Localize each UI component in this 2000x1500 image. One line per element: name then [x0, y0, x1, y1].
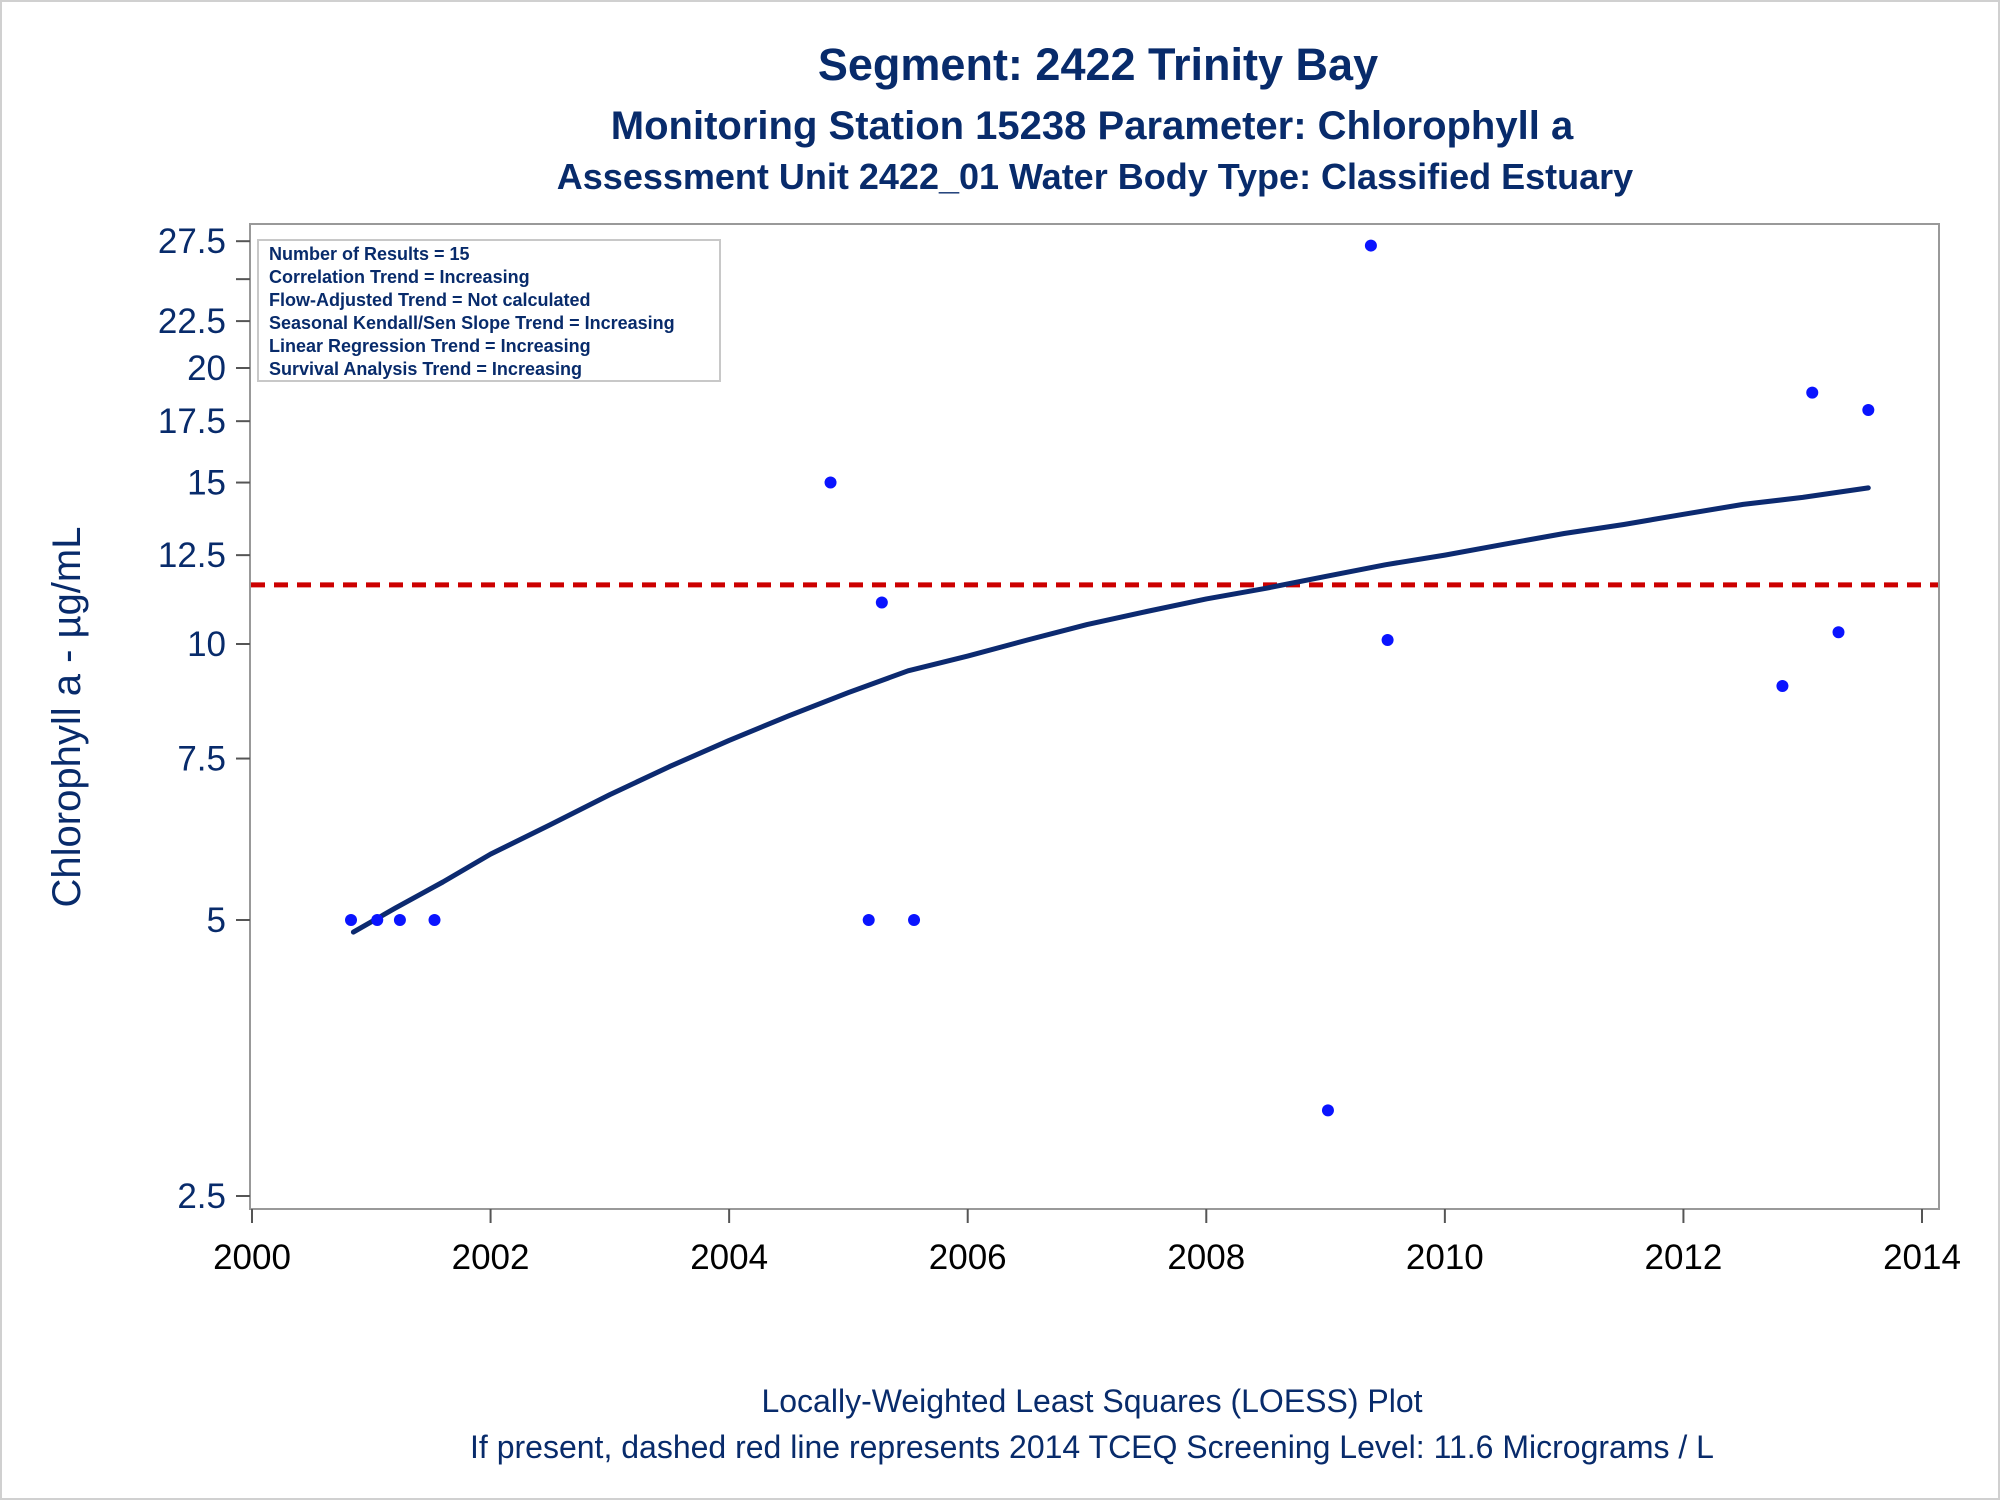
inset-line-6: Survival Analysis Trend = Increasing [269, 359, 582, 379]
stats-inset-box [257, 239, 721, 382]
y-tick-label: 10 [187, 625, 226, 664]
x-tick-label: 2004 [690, 1238, 768, 1277]
x-tick-label: 2010 [1406, 1238, 1484, 1277]
data-point [371, 914, 384, 926]
x-axis: 2000 2002 2004 2006 2008 2010 2012 2014 [213, 1209, 1961, 1277]
plot-area [249, 223, 1940, 1210]
data-point [428, 914, 441, 926]
data-point [1862, 403, 1875, 416]
stats-inset: Number of Results = 15 Correlation Trend… [257, 239, 721, 382]
y-axis-label: Chlorophyll a - µg/mL [45, 527, 89, 908]
y-axis: 2.5 5 7.5 10 12.5 15 17.5 20 22.5 27.5 [158, 222, 250, 1216]
data-point [345, 914, 358, 926]
y-tick-label: 22.5 [158, 302, 226, 341]
data-points [345, 239, 1875, 1117]
y-tick-label: 15 [187, 464, 226, 503]
inset-line-5: Linear Regression Trend = Increasing [269, 336, 591, 356]
data-point [1364, 239, 1377, 252]
data-point [1776, 679, 1789, 692]
chart-title: Segment: 2422 Trinity Bay [818, 39, 1378, 90]
x-tick-label: 2006 [929, 1238, 1007, 1277]
loess-line [350, 485, 1871, 935]
x-tick-label: 2014 [1883, 1238, 1961, 1277]
footnote-2: If present, dashed red line represents 2… [470, 1429, 1714, 1465]
y-tick-label: 7.5 [177, 740, 226, 779]
data-point [1806, 386, 1819, 399]
y-tick-label: 27.5 [158, 222, 226, 261]
data-point [1832, 626, 1845, 639]
loess-curve [350, 485, 1871, 935]
y-tick-label: 17.5 [158, 402, 226, 441]
inset-line-4: Seasonal Kendall/Sen Slope Trend = Incre… [269, 313, 675, 333]
y-tick-label: 2.5 [177, 1177, 226, 1216]
data-point [393, 914, 406, 926]
chart-subtitle-2: Assessment Unit 2422_01 Water Body Type:… [557, 156, 1633, 197]
x-tick-label: 2002 [452, 1238, 530, 1277]
chart-subtitle: Monitoring Station 15238 Parameter: Chlo… [611, 104, 1574, 148]
data-point [875, 596, 888, 609]
y-tick-label: 5 [207, 901, 226, 940]
y-tick-label: 12.5 [158, 536, 226, 575]
data-point [1381, 634, 1394, 647]
data-point [1321, 1104, 1334, 1117]
x-tick-label: 2000 [213, 1238, 291, 1277]
data-point [862, 914, 875, 926]
inset-line-2: Correlation Trend = Increasing [269, 267, 530, 287]
footnote-1: Locally-Weighted Least Squares (LOESS) P… [761, 1383, 1422, 1419]
x-tick-label: 2012 [1644, 1238, 1722, 1277]
y-tick-label: 20 [187, 349, 226, 388]
data-point [908, 914, 921, 926]
inset-line-3: Flow-Adjusted Trend = Not calculated [269, 290, 591, 310]
x-tick-label: 2008 [1167, 1238, 1245, 1277]
inset-line-1: Number of Results = 15 [269, 244, 470, 264]
data-point [824, 476, 837, 489]
